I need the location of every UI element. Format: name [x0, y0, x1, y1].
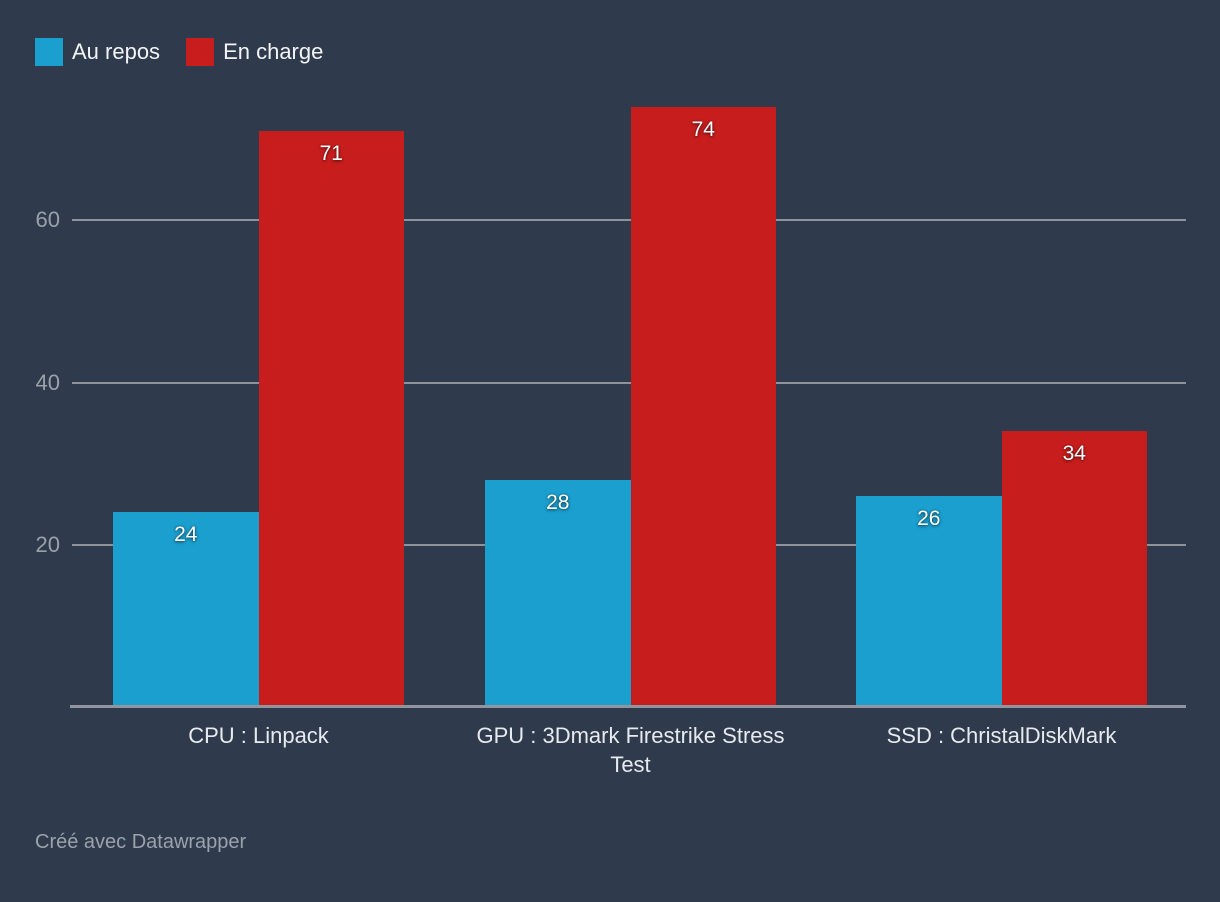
- x-axis-line: [70, 705, 1186, 708]
- legend-swatch-au-repos: [35, 38, 63, 66]
- legend: Au repos En charge: [35, 38, 323, 66]
- bar-en-charge[interactable]: 34: [1001, 431, 1147, 707]
- bar-au-repos[interactable]: 28: [485, 479, 631, 707]
- legend-swatch-en-charge: [186, 38, 215, 66]
- legend-label-en-charge: En charge: [223, 39, 324, 64]
- bar-value-label: 24: [174, 523, 198, 547]
- bar-value-label: 74: [691, 117, 715, 141]
- category-label: GPU : 3Dmark Firestrike Stress Test: [476, 723, 785, 777]
- y-tick-label: 20: [35, 531, 60, 557]
- legend-label-au-repos: Au repos: [72, 39, 161, 64]
- bar-value-label: 26: [917, 507, 941, 531]
- bar-value-label: 71: [319, 142, 343, 166]
- legend-item-au-repos: Au repos: [35, 38, 160, 66]
- bar-value-label: 28: [546, 490, 570, 514]
- datawrapper-credit-link[interactable]: Créé avec Datawrapper: [35, 831, 247, 853]
- category-label: CPU : Linpack: [188, 723, 329, 748]
- bar-au-repos[interactable]: 26: [856, 496, 1002, 707]
- bar-value-label: 34: [1062, 442, 1086, 466]
- legend-item-en-charge: En charge: [186, 38, 323, 66]
- gridline: [72, 219, 1186, 222]
- bar-en-charge[interactable]: 71: [258, 131, 404, 707]
- category-label: SSD : ChristalDiskMark: [886, 723, 1117, 748]
- y-tick-label: 40: [35, 369, 60, 395]
- bar-au-repos[interactable]: 24: [113, 512, 259, 707]
- gridline: [72, 381, 1186, 384]
- y-tick-label: 60: [35, 207, 60, 233]
- bar-en-charge[interactable]: 74: [630, 106, 776, 707]
